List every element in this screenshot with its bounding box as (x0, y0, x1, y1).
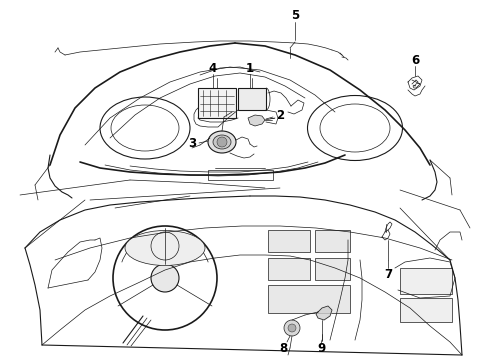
Text: 1: 1 (246, 62, 254, 75)
Circle shape (217, 137, 227, 147)
Ellipse shape (125, 230, 205, 266)
Text: 6: 6 (411, 54, 419, 67)
Bar (268, 285, 350, 313)
Bar (268, 258, 310, 280)
Bar (238, 88, 266, 110)
Bar (315, 258, 350, 280)
Text: 5: 5 (291, 9, 299, 22)
Polygon shape (316, 306, 332, 320)
Bar (208, 170, 273, 180)
Circle shape (284, 320, 300, 336)
Bar (400, 298, 452, 322)
Circle shape (151, 264, 179, 292)
Bar (315, 230, 350, 252)
Text: 7: 7 (384, 269, 392, 282)
Text: 3: 3 (188, 136, 196, 149)
Text: 2: 2 (276, 108, 284, 122)
Polygon shape (248, 115, 265, 126)
Text: 8: 8 (279, 342, 287, 355)
Text: 4: 4 (209, 62, 217, 75)
Ellipse shape (208, 131, 236, 153)
Circle shape (288, 324, 296, 332)
Bar (268, 230, 310, 252)
Text: 9: 9 (318, 342, 326, 355)
Ellipse shape (213, 135, 231, 149)
Bar (198, 88, 236, 118)
Bar (400, 268, 452, 294)
